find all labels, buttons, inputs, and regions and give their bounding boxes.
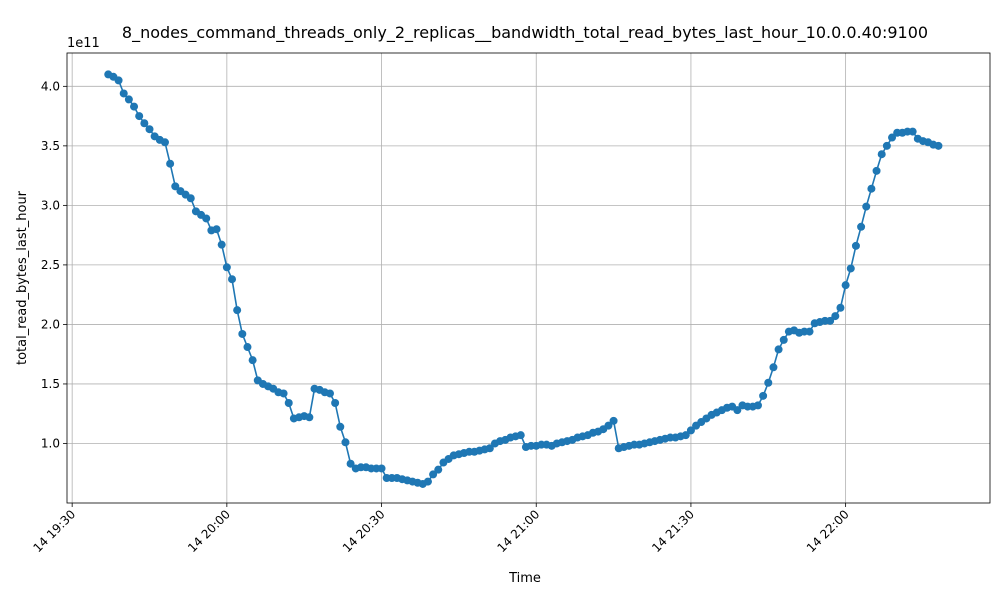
grid — [67, 53, 990, 503]
y-axis-label: total_read_bytes_last_hour — [15, 190, 30, 365]
data-point — [862, 202, 871, 211]
data-point — [609, 416, 618, 425]
y-tick-label: 1.0 — [41, 436, 60, 450]
data-point — [434, 465, 443, 474]
data-point — [124, 95, 133, 104]
data-point — [851, 241, 860, 250]
x-tick-label: 14 19:30 — [30, 507, 78, 555]
data-point — [841, 281, 850, 290]
data-point — [877, 150, 886, 159]
y-tick-label: 2.0 — [41, 317, 60, 331]
data-point — [779, 335, 788, 344]
data-point — [485, 444, 494, 453]
plot-frame — [66, 52, 991, 504]
data-point — [882, 141, 891, 150]
data-point — [166, 159, 175, 168]
x-tick-label: 14 20:30 — [340, 507, 388, 555]
data-point — [233, 306, 242, 315]
data-point — [377, 464, 386, 473]
data-point — [934, 141, 943, 150]
data-point — [331, 399, 340, 407]
data-point — [222, 263, 231, 272]
data-point — [759, 391, 768, 400]
data-point — [114, 76, 123, 85]
data-point — [341, 438, 350, 447]
data-point — [423, 477, 432, 486]
x-axis-label: Time — [508, 571, 541, 586]
data-point — [212, 225, 221, 234]
y-tick-label: 1.5 — [41, 377, 60, 391]
y-tick-label: 3.0 — [41, 198, 60, 212]
data-point — [248, 356, 257, 365]
data-point — [686, 426, 695, 435]
data-point — [140, 119, 149, 128]
data-point — [857, 222, 866, 231]
x-tick-label: 14 22:00 — [804, 507, 852, 555]
data-point — [604, 421, 613, 430]
data-point — [279, 389, 288, 398]
data-point — [908, 127, 917, 136]
data-point — [243, 343, 252, 352]
data-point — [284, 399, 293, 407]
x-tick-label: 14 20:00 — [185, 507, 233, 555]
y-tick-label: 2.5 — [41, 258, 60, 272]
data-point — [305, 413, 314, 422]
data-point — [186, 194, 195, 203]
data-point — [836, 303, 845, 312]
data-point — [774, 345, 783, 354]
data-point — [325, 389, 334, 398]
data-point — [336, 422, 345, 431]
data-point — [888, 133, 897, 142]
data-point — [764, 378, 773, 387]
data-point — [238, 329, 247, 338]
data-point — [228, 275, 237, 284]
chart-title: 8_nodes_command_threads_only_2_replicas_… — [122, 23, 928, 43]
data-point — [429, 470, 438, 479]
data-point — [867, 184, 876, 193]
data-point — [516, 431, 525, 440]
data-point — [753, 401, 762, 410]
data-point — [826, 316, 835, 325]
data-point — [831, 312, 840, 321]
x-tick-label: 14 21:30 — [649, 507, 697, 555]
y-offset-label: 1e11 — [67, 36, 100, 51]
data-point — [346, 459, 355, 468]
data-point — [805, 327, 814, 336]
data-point — [202, 214, 211, 223]
data-point — [145, 125, 154, 134]
data-point — [681, 431, 690, 440]
data-point — [872, 166, 881, 175]
data-point — [733, 406, 742, 415]
data-point — [769, 363, 778, 372]
data-point — [846, 264, 855, 273]
y-tick-label: 4.0 — [41, 79, 60, 93]
data-point — [217, 240, 226, 249]
data-point — [119, 89, 128, 98]
data-point — [160, 138, 169, 147]
data-point — [171, 182, 180, 191]
data-point — [135, 112, 144, 121]
y-tick-label: 3.5 — [41, 139, 60, 153]
x-tick-label: 14 21:00 — [495, 507, 543, 555]
data-point — [130, 102, 139, 111]
